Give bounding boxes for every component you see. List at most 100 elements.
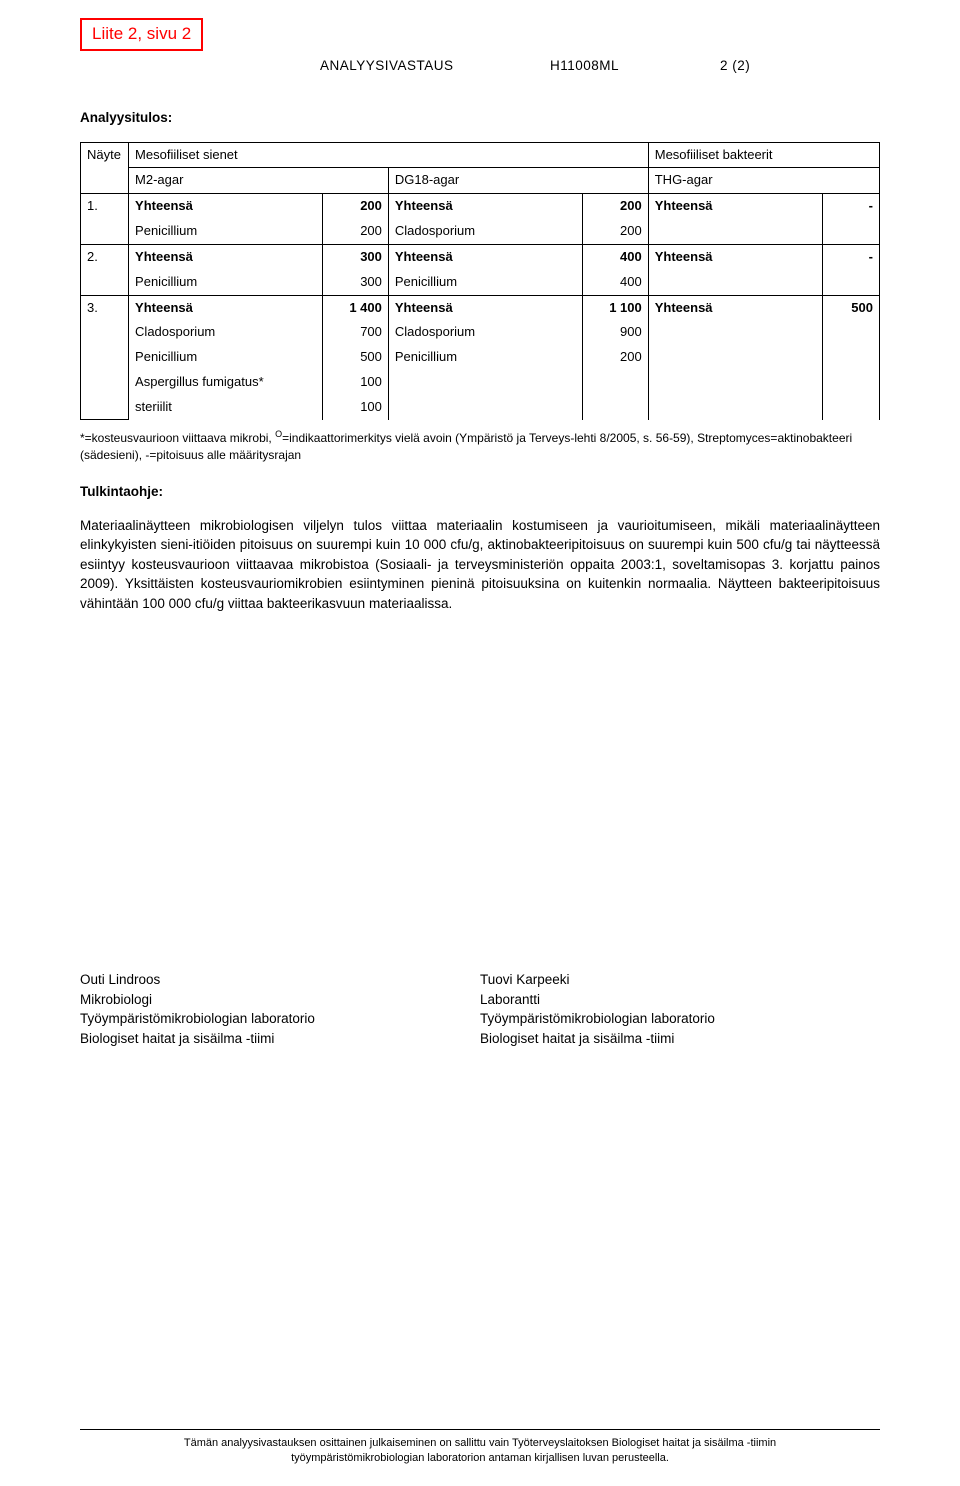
table-row: Cladosporium700Cladosporium900 — [81, 320, 880, 345]
cell-label: Yhteensä — [388, 295, 582, 320]
cell-value: - — [822, 194, 879, 219]
cell-value: 500 — [323, 345, 388, 370]
cell-value: - — [822, 244, 879, 269]
signature-right: Tuovi Karpeeki Laborantti Työympäristömi… — [480, 970, 880, 1048]
col-m2: M2-agar — [129, 168, 389, 194]
cell-label — [388, 395, 582, 420]
signatures: Outi Lindroos Mikrobiologi Työympäristöm… — [80, 970, 880, 1048]
cell-value: 100 — [323, 395, 388, 420]
sig-right-3: Biologiset haitat ja sisäilma -tiimi — [480, 1029, 880, 1049]
sig-right-0: Tuovi Karpeeki — [480, 970, 880, 990]
footer-line-1: Tämän analyysivastauksen osittainen julk… — [0, 1436, 960, 1451]
cell-label: Penicillium — [129, 345, 323, 370]
sig-left-2: Työympäristömikrobiologian laboratorio — [80, 1009, 480, 1029]
table-row: Penicillium300Penicillium400 — [81, 270, 880, 295]
cell-label: Penicillium — [388, 270, 582, 295]
signature-left: Outi Lindroos Mikrobiologi Työympäristöm… — [80, 970, 480, 1048]
sample-number: 3. — [81, 295, 129, 420]
sample-number: 1. — [81, 194, 129, 245]
cell-label: Cladosporium — [388, 219, 582, 244]
cell-label: Yhteensä — [648, 244, 822, 269]
col-thg: THG-agar — [648, 168, 879, 194]
content-area: Analyysitulos: Näyte Mesofiiliset sienet… — [80, 108, 880, 615]
cell-label: steriilit — [129, 395, 323, 420]
cell-value: 1 100 — [583, 295, 648, 320]
results-heading: Analyysitulos: — [80, 108, 880, 128]
cell-value: 300 — [323, 244, 388, 269]
cell-label: Yhteensä — [129, 295, 323, 320]
cell-label: Yhteensä — [388, 194, 582, 219]
table-row: 2.Yhteensä300Yhteensä400Yhteensä- — [81, 244, 880, 269]
page-footer: Tämän analyysivastauksen osittainen julk… — [0, 1429, 960, 1466]
cell-value — [822, 345, 879, 370]
interpretation-text: Materiaalinäytteen mikrobiologisen vilje… — [80, 516, 880, 614]
attachment-stamp: Liite 2, sivu 2 — [80, 18, 203, 51]
table-row: Penicillium500Penicillium200 — [81, 345, 880, 370]
cell-label: Yhteensä — [648, 295, 822, 320]
interpretation-heading: Tulkintaohje: — [80, 482, 880, 502]
cell-label: Penicillium — [129, 219, 323, 244]
cell-value — [822, 270, 879, 295]
cell-value: 200 — [583, 345, 648, 370]
cell-label — [648, 370, 822, 395]
cell-value: 200 — [583, 194, 648, 219]
col-dg18: DG18-agar — [388, 168, 648, 194]
cell-value — [583, 370, 648, 395]
cell-value: 200 — [583, 219, 648, 244]
sample-number: 2. — [81, 244, 129, 295]
table-row: Aspergillus fumigatus*100 — [81, 370, 880, 395]
table-row: 1.Yhteensä200Yhteensä200Yhteensä- — [81, 194, 880, 219]
cell-value: 700 — [323, 320, 388, 345]
cell-label — [388, 370, 582, 395]
sig-left-3: Biologiset haitat ja sisäilma -tiimi — [80, 1029, 480, 1049]
cell-label: Yhteensä — [388, 244, 582, 269]
cell-label — [648, 320, 822, 345]
col-bacteria: Mesofiiliset bakteerit — [648, 142, 879, 168]
results-table: Näyte Mesofiiliset sienet Mesofiiliset b… — [80, 142, 880, 421]
cell-value — [822, 395, 879, 420]
table-row: steriilit100 — [81, 395, 880, 420]
cell-value: 400 — [583, 244, 648, 269]
cell-label — [648, 395, 822, 420]
cell-value — [822, 370, 879, 395]
table-row: Penicillium200Cladosporium200 — [81, 219, 880, 244]
header-code: H11008ML — [550, 56, 720, 76]
cell-value — [822, 219, 879, 244]
cell-label: Cladosporium — [129, 320, 323, 345]
cell-value — [822, 320, 879, 345]
footnote-pre: *=kosteusvaurioon viittaava mikrobi, — [80, 431, 275, 445]
cell-value: 1 400 — [323, 295, 388, 320]
cell-label: Yhteensä — [129, 194, 323, 219]
cell-value: 300 — [323, 270, 388, 295]
cell-label: Penicillium — [129, 270, 323, 295]
sig-right-2: Työympäristömikrobiologian laboratorio — [480, 1009, 880, 1029]
table-footnote: *=kosteusvaurioon viittaava mikrobi, O=i… — [80, 428, 880, 464]
col-fungi: Mesofiiliset sienet — [129, 142, 649, 168]
cell-value: 200 — [323, 219, 388, 244]
interpretation-body: Materiaalinäytteen mikrobiologisen vilje… — [80, 516, 880, 614]
sig-right-1: Laborantti — [480, 990, 880, 1010]
table-row: 3.Yhteensä1 400Yhteensä1 100Yhteensä500 — [81, 295, 880, 320]
page-header: ANALYYSIVASTAUS H11008ML 2 (2) — [320, 56, 860, 76]
footer-line-2: työympäristömikrobiologian laboratorion … — [0, 1451, 960, 1466]
sig-left-1: Mikrobiologi — [80, 990, 480, 1010]
table-header-row-1: Näyte Mesofiiliset sienet Mesofiiliset b… — [81, 142, 880, 168]
cell-label: Aspergillus fumigatus* — [129, 370, 323, 395]
header-title: ANALYYSIVASTAUS — [320, 56, 550, 76]
cell-label: Yhteensä — [129, 244, 323, 269]
cell-value: 500 — [822, 295, 879, 320]
cell-label — [648, 345, 822, 370]
cell-label — [648, 270, 822, 295]
cell-label: Penicillium — [388, 345, 582, 370]
cell-label: Cladosporium — [388, 320, 582, 345]
col-sample: Näyte — [81, 142, 129, 194]
cell-value: 900 — [583, 320, 648, 345]
sig-left-0: Outi Lindroos — [80, 970, 480, 990]
cell-value: 200 — [323, 194, 388, 219]
cell-label: Yhteensä — [648, 194, 822, 219]
cell-value — [583, 395, 648, 420]
cell-value: 100 — [323, 370, 388, 395]
header-page-number: 2 (2) — [720, 56, 840, 76]
table-header-row-2: M2-agar DG18-agar THG-agar — [81, 168, 880, 194]
cell-label — [648, 219, 822, 244]
